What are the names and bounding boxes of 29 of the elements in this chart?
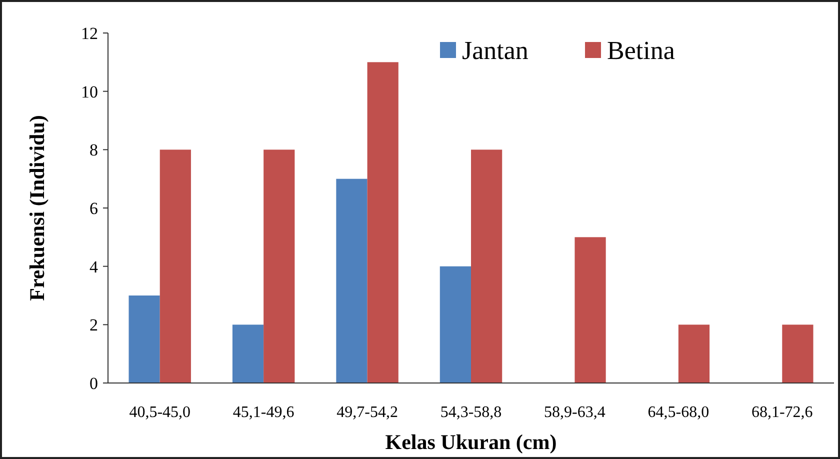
bar — [574, 237, 606, 383]
bar — [336, 178, 368, 383]
bar — [232, 324, 264, 383]
x-tick-label: 54,3-58,8 — [440, 404, 502, 421]
y-tick-label: 12 — [81, 24, 98, 43]
bar — [471, 150, 502, 383]
y-tick-label: 4 — [90, 257, 98, 276]
x-tick-label: 45,1-49,6 — [232, 404, 294, 421]
x-tick-label: 49,7-54,2 — [336, 404, 398, 421]
y-tick-label: 0 — [90, 374, 98, 393]
x-tick-label: 68,1-72,6 — [751, 404, 813, 421]
bar — [128, 296, 160, 383]
x-axis-title: Kelas Ukuran (cm) — [385, 430, 557, 454]
bar — [440, 266, 471, 383]
legend-label: Jantan — [462, 36, 528, 66]
y-tick-label: 8 — [90, 140, 98, 160]
x-tick-label: 40,5-45,0 — [129, 404, 191, 421]
legend-label: Betina — [607, 36, 676, 66]
bar — [160, 150, 191, 383]
y-tick-label: 2 — [90, 316, 98, 335]
x-tick-label: 64,5-68,0 — [648, 404, 710, 421]
bar — [264, 150, 295, 383]
y-axis-title: Frekuensi (Individu) — [25, 115, 49, 301]
bar — [782, 324, 814, 383]
y-tick-label: 10 — [81, 82, 98, 102]
y-tick-label: 6 — [90, 198, 98, 218]
bar — [367, 62, 398, 383]
x-tick-label: 58,9-63,4 — [544, 404, 606, 421]
bar — [678, 324, 710, 383]
